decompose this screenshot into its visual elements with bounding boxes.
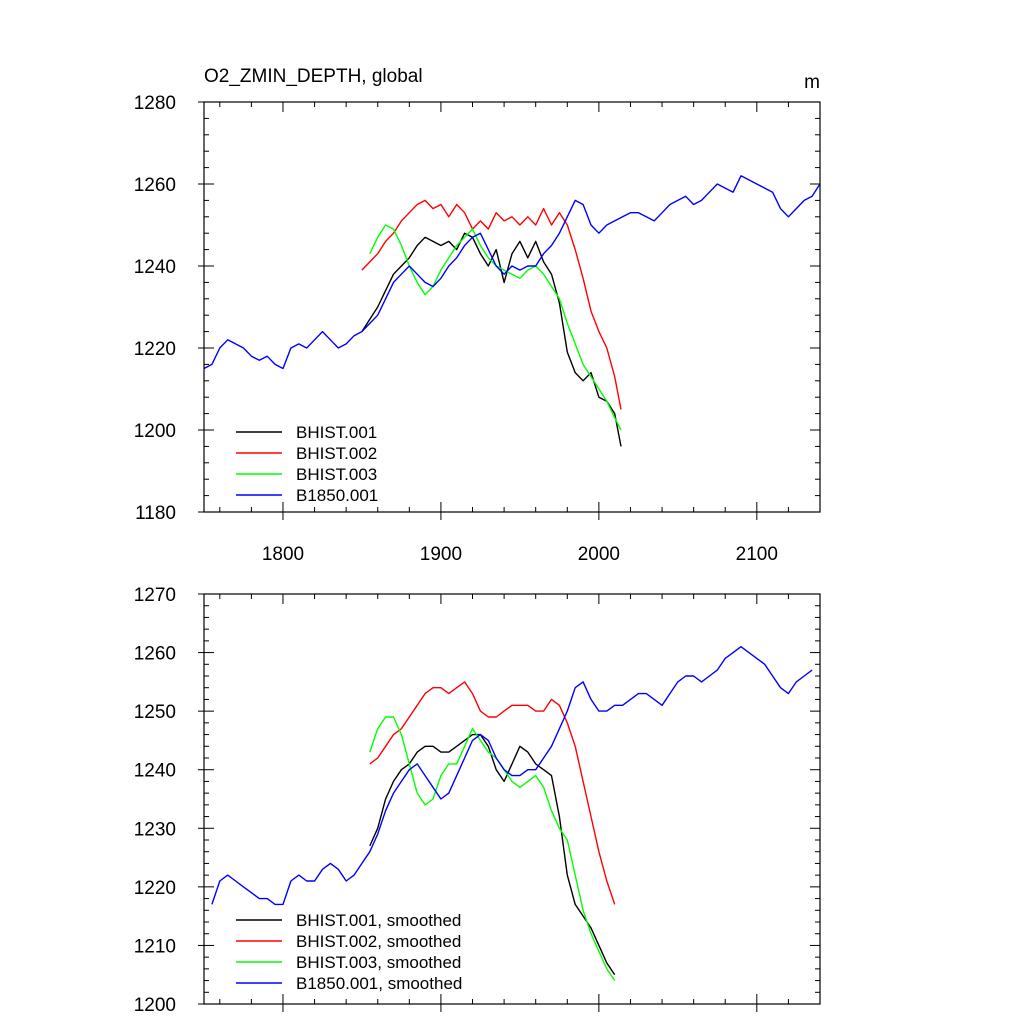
- legend-label: BHIST.003: [296, 465, 377, 484]
- top-panel: O2_ZMIN_DEPTH, global m 1180 1200 1220 1240…: [134, 66, 821, 565]
- y-tick-label: 1220: [134, 878, 176, 899]
- x-tick-label: 1800: [262, 544, 304, 565]
- y-tick-label: 1240: [134, 257, 176, 278]
- series-line: [361, 232, 622, 447]
- top-legend: BHIST.001 BHIST.002 BHIST.003 B1850.001: [236, 423, 378, 505]
- y-tick-label: 1210: [134, 936, 176, 957]
- y-tick-label: 1230: [134, 819, 176, 840]
- legend-label: BHIST.001: [296, 423, 377, 442]
- legend-label: BHIST.003, smoothed: [296, 953, 461, 972]
- legend-label: BHIST.002: [296, 444, 377, 463]
- y-tick-label: 1200: [134, 421, 176, 442]
- y-tick-label: 1250: [134, 702, 176, 723]
- series-line: [369, 733, 616, 976]
- legend-label: BHIST.001, smoothed: [296, 911, 461, 930]
- y-tick-label: 1270: [134, 585, 176, 606]
- top-plot-frame: [203, 101, 821, 513]
- y-tick-label: 1260: [134, 644, 176, 665]
- series-line: [369, 224, 622, 431]
- unit-label: m: [804, 72, 820, 93]
- series-line: [203, 175, 821, 370]
- bottom-plot-frame: [203, 593, 821, 1005]
- y-tick-label: 1220: [134, 339, 176, 360]
- bottom-axis-layer: 1200 1210 1220 1230 1240 1250 1260 1270: [134, 585, 821, 1016]
- bottom-series-layer: [211, 646, 813, 981]
- x-tick-label: 2000: [578, 544, 620, 565]
- series-line: [369, 681, 616, 905]
- series-line: [361, 199, 622, 410]
- bottom-legend: BHIST.001, smoothed BHIST.002, smoothed BH…: [236, 911, 462, 993]
- legend-label: BHIST.002, smoothed: [296, 932, 461, 951]
- top-axis-layer: 1180 1200 1220 1240 1260 1280 1800 1900 2000 2100: [134, 93, 821, 565]
- y-tick-label: 1280: [134, 93, 176, 114]
- y-tick-label: 1260: [134, 175, 176, 196]
- y-tick-label: 1240: [134, 761, 176, 782]
- x-tick-label: 1900: [420, 544, 462, 565]
- bottom-panel: 1200 1210 1220 1230 1240 1250 1260 1270 BHIST.0…: [134, 585, 821, 1016]
- chart-title: O2_ZMIN_DEPTH, global: [204, 66, 423, 87]
- series-line: [211, 646, 813, 906]
- top-series-layer: [203, 175, 821, 447]
- x-tick-label: 2100: [736, 544, 778, 565]
- y-tick-label: 1180: [135, 503, 176, 524]
- y-tick-label: 1200: [134, 995, 176, 1016]
- legend-label: B1850.001, smoothed: [296, 974, 462, 993]
- legend-label: B1850.001: [296, 486, 378, 505]
